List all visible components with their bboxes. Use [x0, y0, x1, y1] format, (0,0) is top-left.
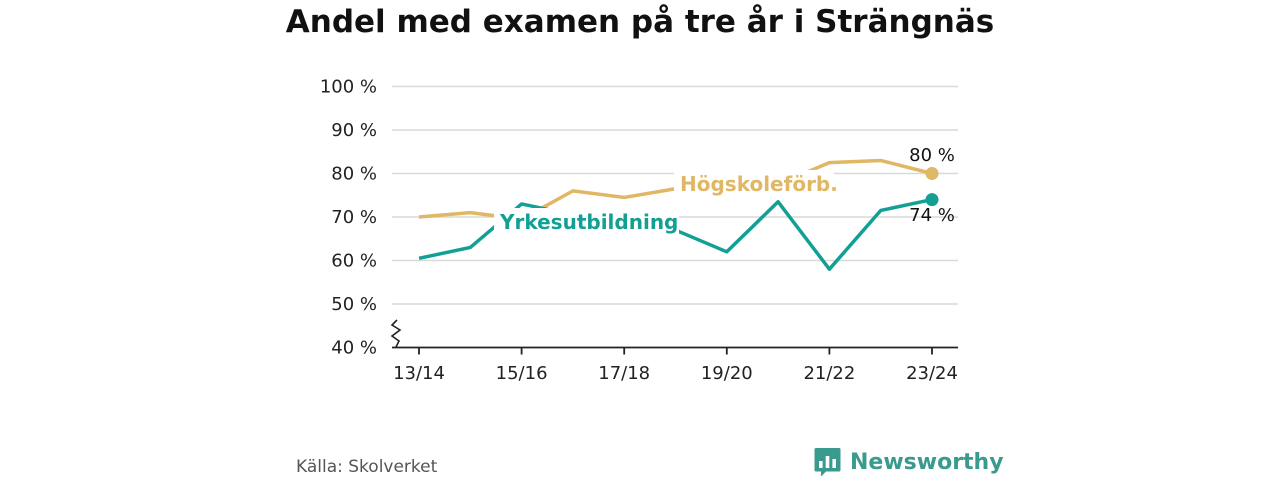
y-tick-label: 80 %: [331, 164, 377, 185]
series-label-halo: [674, 170, 834, 198]
chart-title: Andel med examen på tre år i Strängnäs: [285, 4, 995, 40]
y-tick-label: 40 %: [331, 338, 377, 359]
y-tick-label: 90 %: [331, 120, 377, 141]
axis-break-icon: [390, 319, 402, 348]
y-tick-label: 70 %: [331, 207, 377, 228]
y-tick-label: 100 %: [320, 77, 377, 98]
x-tick-label: 21/22: [803, 363, 855, 384]
end-label-hogskoleforb: 80 %: [909, 145, 955, 166]
y-tick-label: 60 %: [331, 251, 377, 272]
x-tick-label: 17/18: [598, 363, 650, 384]
bar-chart-icon: [814, 448, 841, 477]
annotations: Högskoleförb.Yrkesutbildning 80 % 74 %: [494, 145, 955, 236]
x-tick-label: 13/14: [393, 363, 445, 384]
end-point-yrkesutbildning: [925, 193, 939, 207]
x-tick-label: 19/20: [701, 363, 753, 384]
newsworthy-logo[interactable]: Newsworthy: [814, 446, 1004, 478]
x-tick-label: 23/24: [906, 363, 958, 384]
x-tick-labels: 13/14 15/16 17/18 19/20 21/22 23/24: [393, 363, 958, 384]
x-axis: [390, 319, 958, 355]
brand-name: Newsworthy: [850, 449, 1004, 475]
x-tick-label: 15/16: [496, 363, 548, 384]
series-label-yrkesutbildning: Yrkesutbildning: [499, 210, 678, 234]
y-tick-labels: 40 % 50 % 60 % 70 % 80 % 90 % 100 %: [320, 77, 377, 359]
y-tick-label: 50 %: [331, 294, 377, 315]
series-label-hogskoleforb: Högskoleförb.: [680, 172, 838, 196]
source-note: Källa: Skolverket: [296, 457, 438, 477]
end-point-hogskoleforb: [925, 167, 939, 180]
end-label-yrkesutbildning: 74 %: [909, 205, 955, 226]
series-label-halo: [494, 208, 679, 236]
